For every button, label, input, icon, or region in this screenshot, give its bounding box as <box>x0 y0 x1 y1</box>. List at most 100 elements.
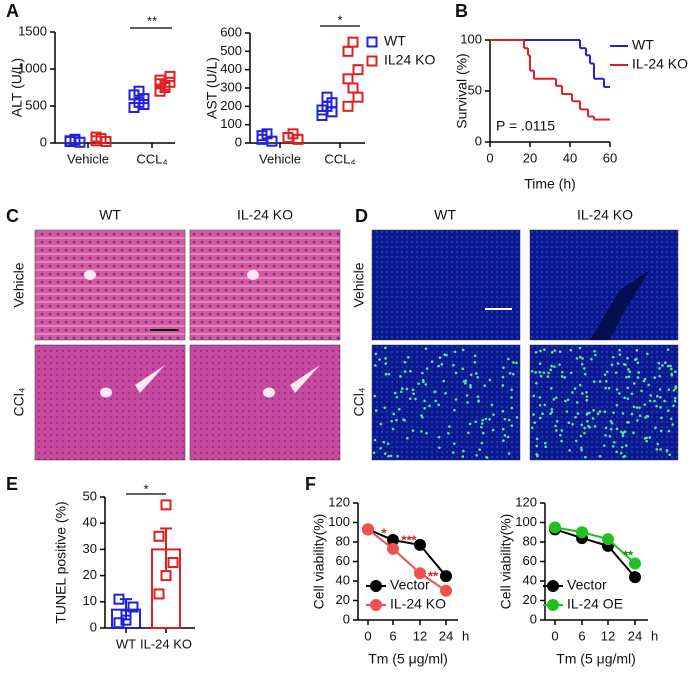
positive-cell <box>567 421 571 425</box>
y-tick-label: 500 <box>25 97 47 112</box>
positive-cell <box>581 357 584 360</box>
positive-cell <box>554 424 557 428</box>
positive-cell <box>655 404 658 408</box>
positive-cell <box>501 375 505 379</box>
positive-cell <box>603 373 607 376</box>
positive-cell <box>481 418 484 422</box>
positive-cell <box>387 372 391 376</box>
positive-cell <box>552 398 556 401</box>
positive-cell <box>541 412 544 416</box>
positive-cell <box>605 370 609 374</box>
positive-cell <box>667 429 671 433</box>
positive-cell <box>613 441 616 444</box>
data-point <box>164 70 176 82</box>
positive-cell <box>480 425 483 429</box>
legend-label: Vector <box>567 577 607 593</box>
positive-cell <box>374 409 378 412</box>
positive-cell <box>403 370 407 373</box>
positive-cell <box>488 378 492 382</box>
positive-cell <box>533 421 537 424</box>
positive-cell <box>433 390 436 394</box>
positive-cell <box>417 382 420 385</box>
data-point <box>256 130 268 142</box>
positive-cell <box>510 406 514 410</box>
positive-cell <box>643 437 647 440</box>
positive-cell <box>507 452 511 455</box>
y-tick-label: 40 <box>83 515 97 530</box>
positive-cell <box>646 352 649 356</box>
positive-cell <box>373 438 377 442</box>
data-point <box>347 36 359 48</box>
legend-label: IL-24 KO <box>632 56 688 72</box>
positive-cell <box>594 353 597 357</box>
positive-cell <box>414 397 417 401</box>
x-tick-label: 40 <box>563 150 577 165</box>
positive-cell <box>598 380 602 383</box>
positive-cell <box>421 371 424 375</box>
positive-cell <box>596 412 600 416</box>
positive-cell <box>391 427 395 431</box>
positive-cell <box>638 414 642 418</box>
positive-cell <box>422 380 425 384</box>
positive-cell <box>591 417 595 420</box>
positive-cell <box>406 436 409 440</box>
positive-cell <box>437 435 441 439</box>
positive-cell <box>485 456 489 459</box>
positive-cell <box>405 387 409 391</box>
positive-cell <box>543 441 547 445</box>
positive-cell <box>451 451 455 454</box>
positive-cell <box>592 409 595 412</box>
panel-label: E <box>6 474 18 494</box>
positive-cell <box>481 431 485 435</box>
positive-cell <box>443 353 446 357</box>
positive-cell <box>670 372 673 376</box>
micrograph <box>34 344 186 461</box>
legend-label: WT <box>384 33 406 49</box>
micrograph <box>371 344 521 461</box>
y-tick-label: 1500 <box>18 23 47 38</box>
positive-cell <box>571 391 574 394</box>
positive-cell <box>538 370 542 374</box>
positive-cell <box>659 406 662 409</box>
positive-cell <box>604 434 607 437</box>
positive-cell <box>592 380 596 383</box>
positive-cell <box>461 348 465 352</box>
positive-cell <box>483 384 487 387</box>
positive-cell <box>622 362 626 366</box>
y-axis-label: ALT (U/L) <box>9 58 25 117</box>
positive-cell <box>578 355 582 359</box>
positive-cell <box>390 419 393 423</box>
positive-cell <box>578 383 582 387</box>
data-point <box>387 542 399 555</box>
positive-cell <box>672 388 676 392</box>
positive-cell <box>423 407 426 410</box>
positive-cell <box>453 408 456 412</box>
y-tick-label: 60 <box>523 553 537 568</box>
positive-cell <box>573 387 577 390</box>
positive-cell <box>501 427 505 431</box>
y-tick-label: 120 <box>328 494 350 509</box>
positive-cell <box>605 379 608 383</box>
positive-cell <box>384 362 388 365</box>
positive-cell <box>645 439 648 443</box>
positive-cell <box>668 453 672 457</box>
positive-cell <box>615 403 619 407</box>
data-point <box>138 99 150 111</box>
positive-cell <box>598 455 602 458</box>
positive-cell <box>667 388 671 391</box>
positive-cell <box>372 451 376 455</box>
positive-cell <box>665 449 669 453</box>
y-tick-label: 1000 <box>18 60 47 75</box>
positive-cell <box>397 407 401 411</box>
positive-cell <box>586 419 589 423</box>
positive-cell <box>645 415 649 418</box>
positive-cell <box>568 449 571 452</box>
positive-cell <box>468 422 472 426</box>
positive-cell <box>624 444 628 447</box>
positive-cell <box>475 453 479 457</box>
y-tick-label: 300 <box>220 79 242 94</box>
data-point <box>576 526 588 539</box>
positive-cell <box>477 400 480 403</box>
positive-cell <box>559 433 562 437</box>
positive-cell <box>569 371 573 375</box>
